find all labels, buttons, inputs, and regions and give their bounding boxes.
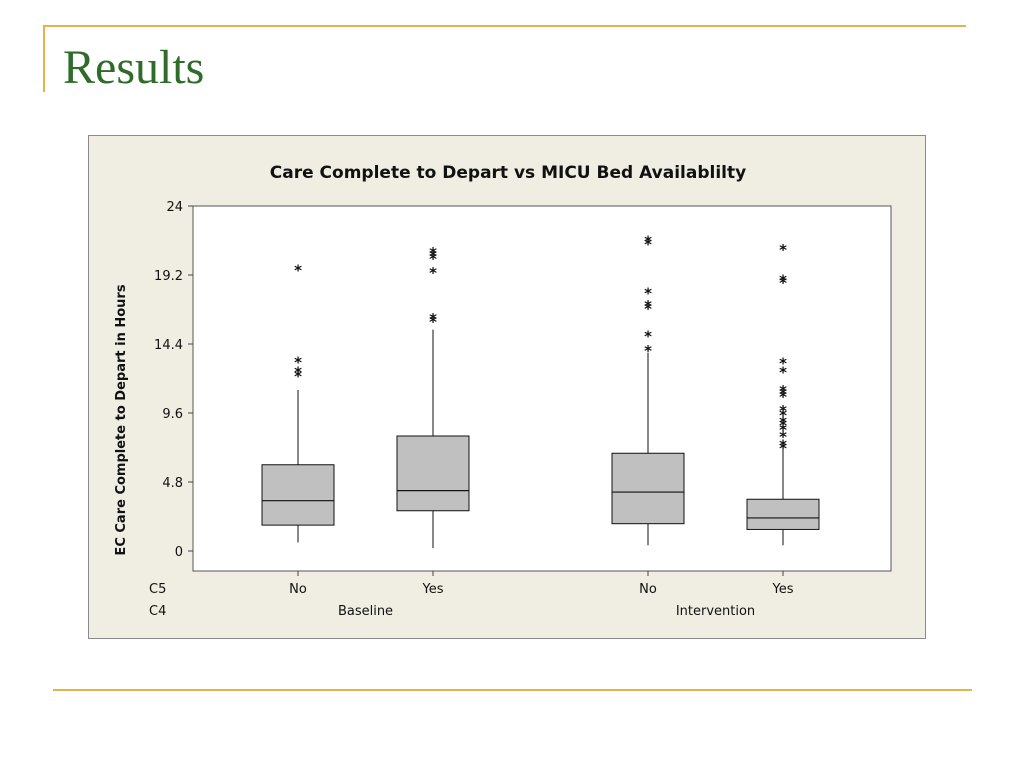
x-category-label: Yes [772,582,794,597]
outlier-point: * [779,406,787,424]
row-label-c4: C4 [149,604,166,619]
outlier-point: * [429,310,437,328]
x-category-label: Yes [422,582,444,597]
outlier-point: * [294,363,302,381]
outlier-point: * [644,284,652,302]
y-tick-label: 24 [166,200,183,215]
title-accent-bar [43,25,45,92]
outlier-point: * [779,421,787,439]
x-group-label: Baseline [338,604,393,619]
box-plot-chart: Care Complete to Depart vs MICU Bed Avai… [114,163,892,619]
outlier-point: * [779,417,787,435]
bottom-rule [53,689,972,691]
outlier-point: * [294,261,302,279]
outlier-point: * [779,385,787,403]
outlier-point: * [429,264,437,282]
outlier-point: * [779,274,787,292]
outlier-point: * [644,233,652,251]
outlier-point: * [779,388,787,406]
y-axis-label: EC Care Complete to Depart in Hours [114,284,129,555]
outlier-point: * [779,402,787,420]
outlier-point: * [779,382,787,400]
slide-title: Results [63,41,205,94]
outlier-point: * [644,300,652,318]
outlier-point: * [779,355,787,373]
x-category-label: No [639,582,657,597]
box-iqr [611,452,685,525]
y-tick-label: 14.4 [154,338,183,353]
chart-title: Care Complete to Depart vs MICU Bed Avai… [270,163,746,183]
y-tick-label: 0 [175,545,183,560]
box-iqr [396,435,470,512]
outlier-point: * [644,342,652,360]
outlier-point: * [429,247,437,265]
x-category-label: No [289,582,307,597]
outlier-point: * [779,428,787,446]
outlier-point: * [779,363,787,381]
outlier-point: * [779,440,787,458]
outlier-point: * [294,368,302,386]
x-group-label: Intervention [676,604,755,619]
box-iqr [261,464,335,526]
box-iqr [746,498,820,530]
chart-marks: 0 4.8 9.6 14.4 19.2 24 No Yes Baseline No Yes Inter… [149,200,820,619]
outlier-point: * [644,235,652,253]
outlier-point: * [429,250,437,268]
row-label-c5: C5 [149,582,166,597]
top-rule [43,25,966,27]
outlier-point: * [429,244,437,262]
outlier-point: * [644,327,652,345]
outlier-point: * [779,437,787,455]
y-tick-label: 4.8 [162,476,183,491]
outlier-point: * [779,241,787,259]
outlier-point: * [644,297,652,315]
y-tick-label: 19.2 [154,269,183,284]
outlier-point: * [294,353,302,371]
chart-frame: Care Complete to Depart vs MICU Bed Avai… [88,135,926,639]
outlier-point: * [779,414,787,432]
y-tick-label: 9.6 [162,407,183,422]
outlier-point: * [779,271,787,289]
outlier-point: * [429,313,437,331]
